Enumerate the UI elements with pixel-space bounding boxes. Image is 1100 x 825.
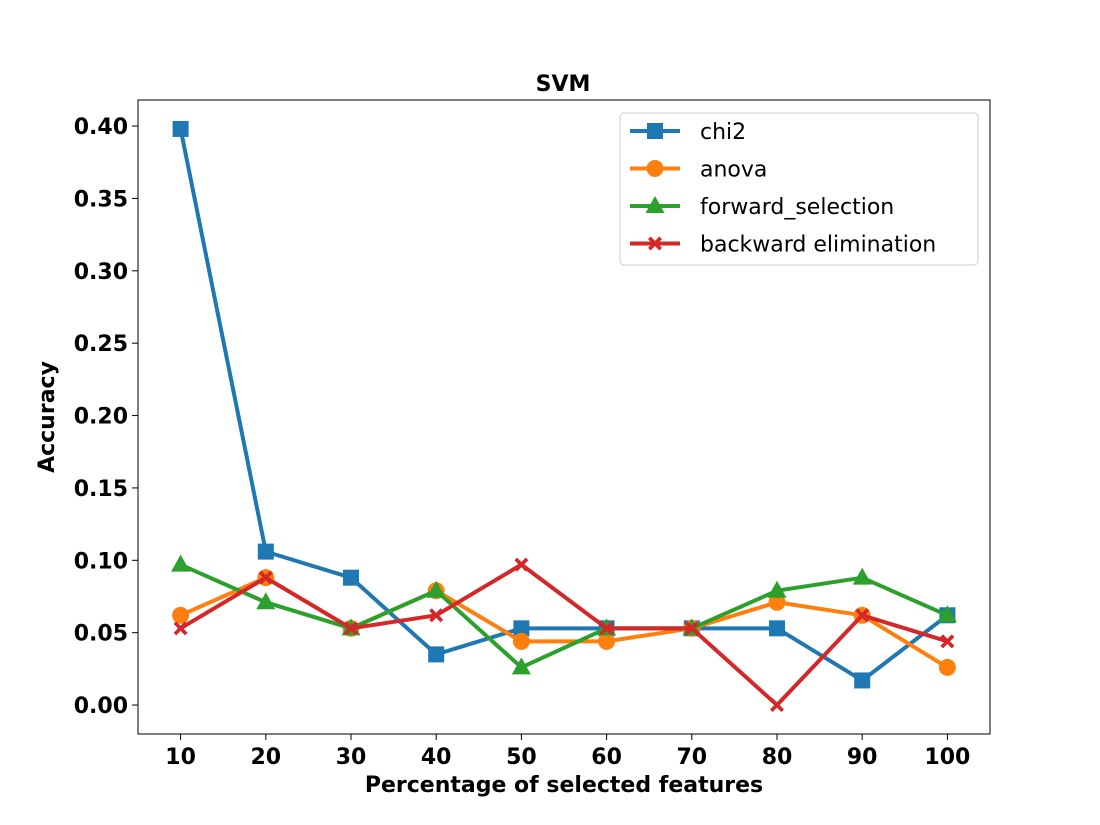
data-point xyxy=(173,621,188,636)
y-tick-label: 0.10 xyxy=(74,549,128,574)
data-point xyxy=(257,543,274,560)
x-tick-label: 70 xyxy=(676,745,707,770)
data-point xyxy=(343,569,359,586)
y-tick-label: 0.30 xyxy=(74,260,128,285)
y-axis-label: Accuracy xyxy=(35,361,60,473)
x-tick-label: 50 xyxy=(506,745,537,770)
data-point xyxy=(598,632,616,650)
data-point xyxy=(171,554,191,572)
legend-label: forward_selection xyxy=(700,195,894,220)
data-point xyxy=(512,632,530,650)
data-point xyxy=(940,634,955,649)
y-tick-label: 0.20 xyxy=(74,405,128,430)
x-tick-label: 40 xyxy=(421,745,452,770)
data-point xyxy=(426,580,446,598)
x-axis: 10 20 30 40 50 60 70 80 90 100 xyxy=(165,734,970,770)
legend: chi2 anova forward_selection backward elimi… xyxy=(619,112,979,266)
data-point xyxy=(855,608,870,623)
y-tick-label: 0.15 xyxy=(74,477,128,502)
legend-label: chi2 xyxy=(700,120,746,145)
y-tick-label: 0.00 xyxy=(74,694,128,719)
series-layer xyxy=(171,120,957,713)
data-point xyxy=(172,120,189,137)
data-point xyxy=(256,592,276,610)
data-point xyxy=(854,672,871,689)
legend-item: anova xyxy=(630,158,767,183)
data-point xyxy=(429,608,444,623)
legend-item: backward elimination xyxy=(630,233,936,258)
legend-marker xyxy=(647,123,663,139)
data-point xyxy=(769,620,785,637)
data-point xyxy=(428,646,445,663)
x-tick-label: 10 xyxy=(165,745,196,770)
data-point xyxy=(767,580,787,598)
legend-item: forward_selection xyxy=(630,195,894,220)
series-line xyxy=(179,562,948,708)
data-point xyxy=(768,593,786,611)
x-tick-label: 100 xyxy=(924,745,970,770)
data-point xyxy=(684,621,699,636)
x-tick-label: 90 xyxy=(847,745,878,770)
legend-label: anova xyxy=(700,158,767,183)
y-tick-label: 0.05 xyxy=(74,622,128,647)
y-tick-label: 0.25 xyxy=(74,332,128,357)
data-point xyxy=(937,605,957,623)
legend-marker xyxy=(646,160,664,177)
x-axis-label: Percentage of selected features xyxy=(365,773,763,798)
x-tick-label: 80 xyxy=(762,745,793,770)
data-point xyxy=(511,657,531,675)
series-line xyxy=(178,128,949,683)
data-point xyxy=(852,567,872,585)
legend-marker xyxy=(648,236,662,251)
data-point xyxy=(513,620,530,637)
y-tick-label: 0.40 xyxy=(74,115,128,140)
legend-box xyxy=(619,112,979,266)
legend-item: chi2 xyxy=(630,120,746,145)
legend-marker xyxy=(645,196,665,213)
series-line xyxy=(179,562,949,670)
data-point xyxy=(172,606,190,624)
series-backward-elimination xyxy=(173,557,955,713)
legend-label: backward elimination xyxy=(700,233,936,258)
data-point xyxy=(770,698,784,713)
data-point xyxy=(258,570,273,585)
x-tick-label: 60 xyxy=(591,745,622,770)
data-point xyxy=(938,658,956,676)
chart-title: SVM xyxy=(536,72,591,97)
y-tick-label: 0.35 xyxy=(74,187,128,212)
data-point xyxy=(599,621,614,636)
data-point xyxy=(344,621,358,636)
data-point xyxy=(514,557,529,572)
y-axis: 0.00 0.05 0.10 0.15 0.20 0.25 0.30 0.35 0.40 xyxy=(74,115,138,719)
x-tick-label: 20 xyxy=(250,745,281,770)
x-tick-label: 30 xyxy=(336,745,367,770)
